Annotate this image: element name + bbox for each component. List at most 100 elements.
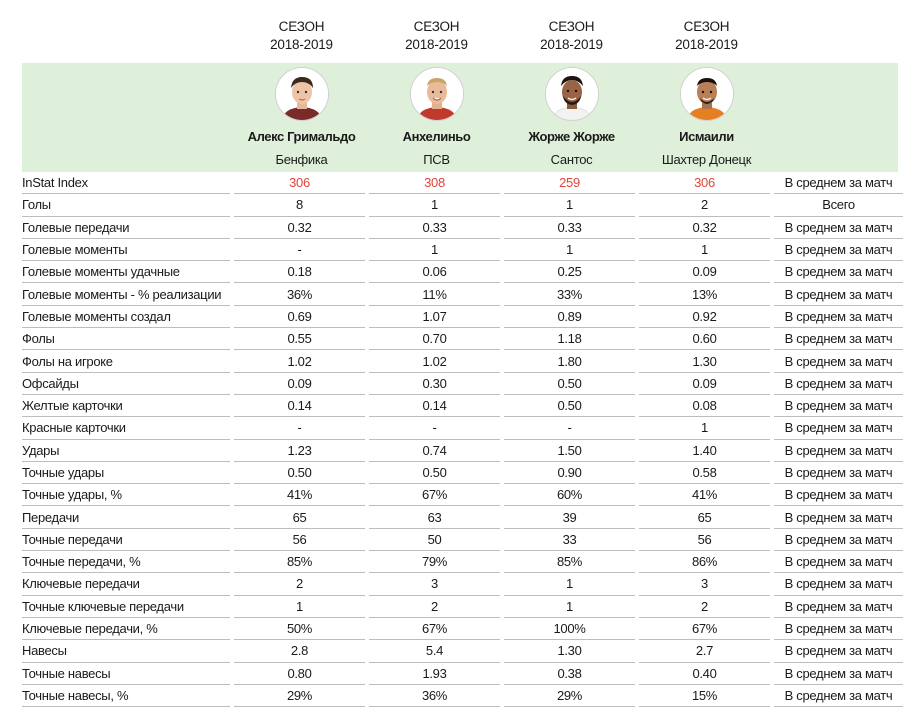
season-label: СЕЗОН 2018-2019 <box>234 18 369 54</box>
stat-aggregation-mode: В среднем за матч <box>774 572 903 596</box>
stat-value: 0.50 <box>504 394 635 418</box>
table-row: Офсайды 0.09 0.30 0.50 0.09 В среднем за матч <box>22 372 903 395</box>
stat-label: Ключевые передачи <box>22 572 230 596</box>
stat-value: 0.09 <box>639 372 770 395</box>
table-row: Желтые карточки 0.14 0.14 0.50 0.08 В среднем… <box>22 394 903 418</box>
stat-value: 1.02 <box>369 349 500 373</box>
player-card: Исмаили Шахтер Донецк <box>639 63 774 172</box>
player-card: Анхелиньо ПСВ <box>369 63 504 172</box>
stat-value: 1 <box>369 193 500 217</box>
stat-value: 29% <box>234 684 365 708</box>
player-name: Исмаили <box>679 129 734 144</box>
stat-value: 0.33 <box>504 216 635 239</box>
table-row: Точные передачи 56 50 33 56 В среднем за матч <box>22 528 903 552</box>
player-photo-avatar <box>410 67 464 121</box>
stat-value: 1.40 <box>639 439 770 462</box>
stat-value: 1 <box>504 595 635 618</box>
stat-value: 0.69 <box>234 305 365 329</box>
stat-value: 1.18 <box>504 327 635 351</box>
stat-value: 1 <box>504 238 635 262</box>
stat-value: 259 <box>504 172 635 195</box>
stat-value: 67% <box>639 617 770 641</box>
player-name: Жорже Жорже <box>528 129 615 144</box>
stat-value: 0.33 <box>369 216 500 239</box>
stat-value: 306 <box>639 172 770 195</box>
stat-value: 41% <box>639 483 770 507</box>
stat-value: 2.8 <box>234 639 365 663</box>
stat-value: 3 <box>369 572 500 596</box>
player-photo-avatar <box>545 67 599 121</box>
stat-value: 0.74 <box>369 439 500 462</box>
stat-value: 0.90 <box>504 461 635 485</box>
stat-value: 0.50 <box>369 461 500 485</box>
stat-value: 63 <box>369 505 500 529</box>
stat-aggregation-mode: В среднем за матч <box>774 394 903 418</box>
table-row: Передачи 65 63 39 65 В среднем за матч <box>22 505 903 529</box>
stat-value: 1.80 <box>504 349 635 373</box>
season-title: СЕЗОН <box>548 19 595 34</box>
season-label: СЕЗОН 2018-2019 <box>639 18 774 54</box>
stat-value: 0.08 <box>639 394 770 418</box>
stat-aggregation-mode: В среднем за матч <box>774 617 903 641</box>
stat-aggregation-mode: В среднем за матч <box>774 172 903 195</box>
stat-value: 0.25 <box>504 260 635 284</box>
table-row: Фолы 0.55 0.70 1.18 0.60 В среднем за матч <box>22 327 903 351</box>
stat-label: Точные удары <box>22 461 230 485</box>
avatar-face-icon <box>681 68 733 120</box>
table-row: Голевые моменты удачные 0.18 0.06 0.25 0.09 В… <box>22 260 903 284</box>
stat-label: Голевые передачи <box>22 216 230 239</box>
stat-value: 0.18 <box>234 260 365 284</box>
stats-table: InStat Index 306 308 259 306 В среднем за мат… <box>22 172 903 708</box>
stat-value: 8 <box>234 193 365 217</box>
stat-value: 56 <box>639 528 770 552</box>
stat-value: 15% <box>639 684 770 708</box>
stat-value: - <box>234 416 365 440</box>
stat-label: Ключевые передачи, % <box>22 617 230 641</box>
table-row: Голевые моменты -1 1 1 В среднем за матч <box>22 238 903 262</box>
season-label: СЕЗОН 2018-2019 <box>504 18 639 54</box>
table-row: Красные карточки - - -1 В среднем за матч <box>22 416 903 440</box>
stat-value: 5.4 <box>369 639 500 663</box>
stat-value: 85% <box>234 550 365 574</box>
stat-value: 0.50 <box>234 461 365 485</box>
player-name: Анхелиньо <box>402 129 471 144</box>
stat-value: - <box>504 416 635 440</box>
player-photo-avatar <box>275 67 329 121</box>
stat-aggregation-mode: В среднем за матч <box>774 639 903 663</box>
stat-value: 0.30 <box>369 372 500 395</box>
stat-value: 65 <box>234 505 365 529</box>
stat-label: Голевые моменты - % реализации <box>22 282 230 306</box>
stat-value: 13% <box>639 282 770 306</box>
stat-aggregation-mode: В среднем за матч <box>774 327 903 351</box>
stat-value: 2 <box>369 595 500 618</box>
stat-value: - <box>369 416 500 440</box>
stat-value: 1 <box>639 416 770 440</box>
stat-value: 0.14 <box>234 394 365 418</box>
stat-label: Красные карточки <box>22 416 230 440</box>
stat-value: 3 <box>639 572 770 596</box>
stat-value: 1 <box>504 193 635 217</box>
table-row: Точные удары, % 41% 67% 60% 41% В среднем за … <box>22 483 903 507</box>
stat-value: 1.02 <box>234 349 365 373</box>
stat-label: Желтые карточки <box>22 394 230 418</box>
player-card: Алекс Гримальдо Бенфика <box>234 63 369 172</box>
stat-value: 100% <box>504 617 635 641</box>
season-title: СЕЗОН <box>413 19 460 34</box>
stat-value: 0.32 <box>234 216 365 239</box>
stat-aggregation-mode: В среднем за матч <box>774 662 903 685</box>
stat-value: 2 <box>639 193 770 217</box>
stat-value: 86% <box>639 550 770 574</box>
stat-value: 0.50 <box>504 372 635 395</box>
stat-value: 29% <box>504 684 635 708</box>
stat-label: Голевые моменты <box>22 238 230 262</box>
stat-value: 1.07 <box>369 305 500 329</box>
table-row: Навесы 2.8 5.4 1.30 2.7 В среднем за матч <box>22 639 903 663</box>
stat-label: Точные ключевые передачи <box>22 595 230 618</box>
player-card: Жорже Жорже Сантос <box>504 63 639 172</box>
stat-value: 0.06 <box>369 260 500 284</box>
table-row: Голевые моменты создал 0.69 1.07 0.89 0.92 В … <box>22 305 903 329</box>
table-row: Точные передачи, % 85% 79% 85% 86% В среднем … <box>22 550 903 574</box>
stat-value: 1.50 <box>504 439 635 462</box>
stat-value: 33 <box>504 528 635 552</box>
stat-value: 0.32 <box>639 216 770 239</box>
